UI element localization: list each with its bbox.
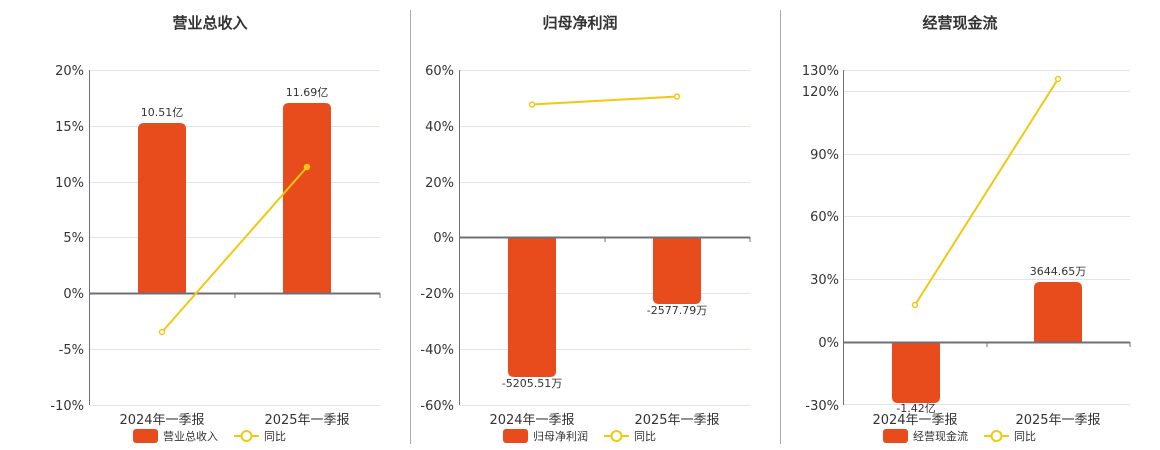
bar-value-label: -2577.79万 [647, 304, 707, 317]
bar-2024q1[interactable] [138, 123, 186, 293]
legend: 归母净利润 同比 [503, 429, 656, 443]
y-tick: 0% [63, 287, 84, 302]
y-axis-labels: 130% 120% 90% 60% 30% 0% -30% [802, 64, 839, 414]
bar-2025q1[interactable] [283, 103, 331, 293]
y-tick: 0% [818, 336, 839, 351]
yoy-point[interactable] [1054, 75, 1062, 83]
legend-line-marker-icon [990, 430, 1003, 442]
x-category: 2024年一季报 [119, 413, 204, 428]
y-tick: 15% [55, 120, 84, 135]
legend-bar-label[interactable]: 经营现金流 [913, 429, 968, 443]
y-tick: 20% [425, 176, 454, 191]
yoy-point[interactable] [303, 163, 311, 171]
bar-value-label: 3644.65万 [1030, 265, 1087, 278]
yoy-line [161, 166, 308, 333]
y-tick: -20% [420, 287, 454, 302]
legend-bar-swatch[interactable] [883, 429, 908, 443]
x-category: 2025年一季报 [634, 413, 719, 428]
bar-2025q1[interactable] [1034, 282, 1082, 342]
legend-bar-label[interactable]: 归母净利润 [533, 429, 588, 443]
legend-bar-label[interactable]: 营业总收入 [163, 429, 218, 443]
legend: 营业总收入 同比 [133, 429, 286, 443]
y-tick: 10% [55, 176, 84, 191]
bar-2025q1[interactable] [653, 238, 701, 304]
y-tick: -30% [805, 399, 839, 414]
y-tick: 130% [802, 64, 839, 79]
chart-title: 经营现金流 [922, 14, 997, 32]
y-tick: -5% [59, 343, 84, 358]
panel-revenue: 营业总收入 20% 15% 10% 5% 0% -5% -10% 10.51亿 … [50, 14, 381, 443]
chart-title: 营业总收入 [172, 14, 247, 32]
y-tick: 20% [55, 64, 84, 79]
y-axis-labels: 20% 15% 10% 5% 0% -5% -10% [50, 64, 84, 414]
y-tick: -40% [420, 343, 454, 358]
y-tick: 0% [433, 231, 454, 246]
legend-bar-swatch[interactable] [503, 429, 528, 443]
yoy-line [531, 95, 678, 106]
legend: 经营现金流 同比 [883, 429, 1036, 443]
legend-line-label[interactable]: 同比 [1014, 430, 1036, 443]
x-category: 2025年一季报 [264, 413, 349, 428]
bar-value-label: -1.42亿 [896, 402, 935, 415]
y-axis-labels: 60% 40% 20% 0% -20% -40% -60% [420, 64, 454, 414]
x-category: 2024年一季报 [872, 413, 957, 428]
legend-line-marker-icon [240, 430, 253, 442]
bar-value-label: 11.69亿 [286, 86, 329, 99]
x-category: 2025年一季报 [1015, 413, 1100, 428]
legend-line-label[interactable]: 同比 [634, 430, 656, 443]
yoy-point[interactable] [528, 101, 536, 108]
grid-lines [843, 70, 1130, 405]
y-tick: 60% [810, 210, 839, 225]
yoy-point[interactable] [673, 93, 681, 100]
yoy-line [914, 78, 1059, 306]
y-tick: 90% [810, 148, 839, 163]
bar-2024q1[interactable] [892, 342, 940, 403]
y-tick: 120% [802, 85, 839, 100]
y-tick: -10% [50, 399, 84, 414]
chart-title: 归母净利润 [542, 14, 617, 32]
legend-line-marker-icon [610, 430, 623, 442]
y-tick: -60% [420, 399, 454, 414]
bar-value-label: -5205.51万 [502, 377, 562, 390]
x-category: 2024年一季报 [489, 413, 574, 428]
y-tick: 60% [425, 64, 454, 79]
y-tick: 40% [425, 120, 454, 135]
y-tick: 5% [63, 231, 84, 246]
yoy-point[interactable] [158, 328, 166, 336]
yoy-point[interactable] [911, 301, 919, 309]
bar-2024q1[interactable] [508, 238, 556, 377]
y-tick: 30% [810, 273, 839, 288]
legend-line-label[interactable]: 同比 [264, 430, 286, 443]
grid-lines [90, 70, 380, 406]
panel-net-profit: 归母净利润 60% 40% 20% 0% -20% -40% -60% -520… [420, 14, 751, 443]
panel-operating-cashflow: 经营现金流 130% 120% 90% 60% 30% 0% -30% -1.4… [802, 14, 1131, 443]
legend-bar-swatch[interactable] [133, 429, 158, 443]
bar-value-label: 10.51亿 [141, 106, 184, 119]
